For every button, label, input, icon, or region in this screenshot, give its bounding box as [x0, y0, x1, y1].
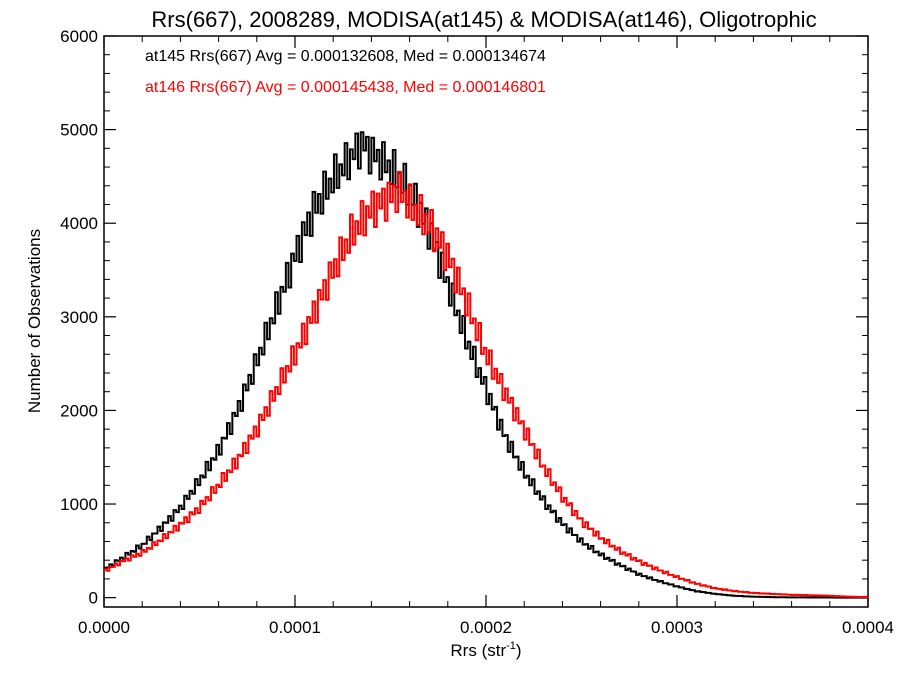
y-axis-ticks: 0 1000 2000 3000 4000 5000 6000	[60, 27, 868, 608]
plot-frame	[103, 35, 869, 608]
x-axis-label-close: )	[516, 641, 522, 660]
chart-title: Rrs(667), 2008289, MODISA(at145) & MODIS…	[151, 7, 816, 32]
series-line-1	[104, 170, 869, 599]
x-axis-label-main: Rrs (str	[450, 641, 506, 660]
series-layer	[104, 131, 869, 599]
annotation-at146: at146 Rrs(667) Avg = 0.000145438, Med = …	[145, 79, 546, 96]
y-axis-label: Number of Observations	[25, 229, 44, 413]
y-tick-label: 5000	[60, 121, 98, 140]
annotation-at145: at145 Rrs(667) Avg = 0.000132608, Med = …	[145, 48, 546, 65]
y-tick-label: 1000	[60, 495, 98, 514]
x-axis-ticks: 0.0000 0.0001 0.0002 0.0003 0.0004	[78, 36, 894, 637]
y-tick-label: 4000	[60, 214, 98, 233]
x-tick-label: 0.0003	[651, 618, 703, 637]
x-axis-label: Rrs (str-1)	[450, 640, 521, 660]
y-tick-label: 2000	[60, 401, 98, 420]
x-tick-label: 0.0001	[269, 618, 321, 637]
y-tick-label: 0	[89, 589, 98, 608]
x-tick-label: 0.0004	[842, 618, 894, 637]
x-tick-label: 0.0002	[460, 618, 512, 637]
y-tick-label: 3000	[60, 308, 98, 327]
series-line-0	[104, 131, 869, 599]
x-axis-label-sup: -1	[506, 640, 516, 652]
x-tick-label: 0.0000	[78, 618, 130, 637]
y-tick-label: 6000	[60, 27, 98, 46]
